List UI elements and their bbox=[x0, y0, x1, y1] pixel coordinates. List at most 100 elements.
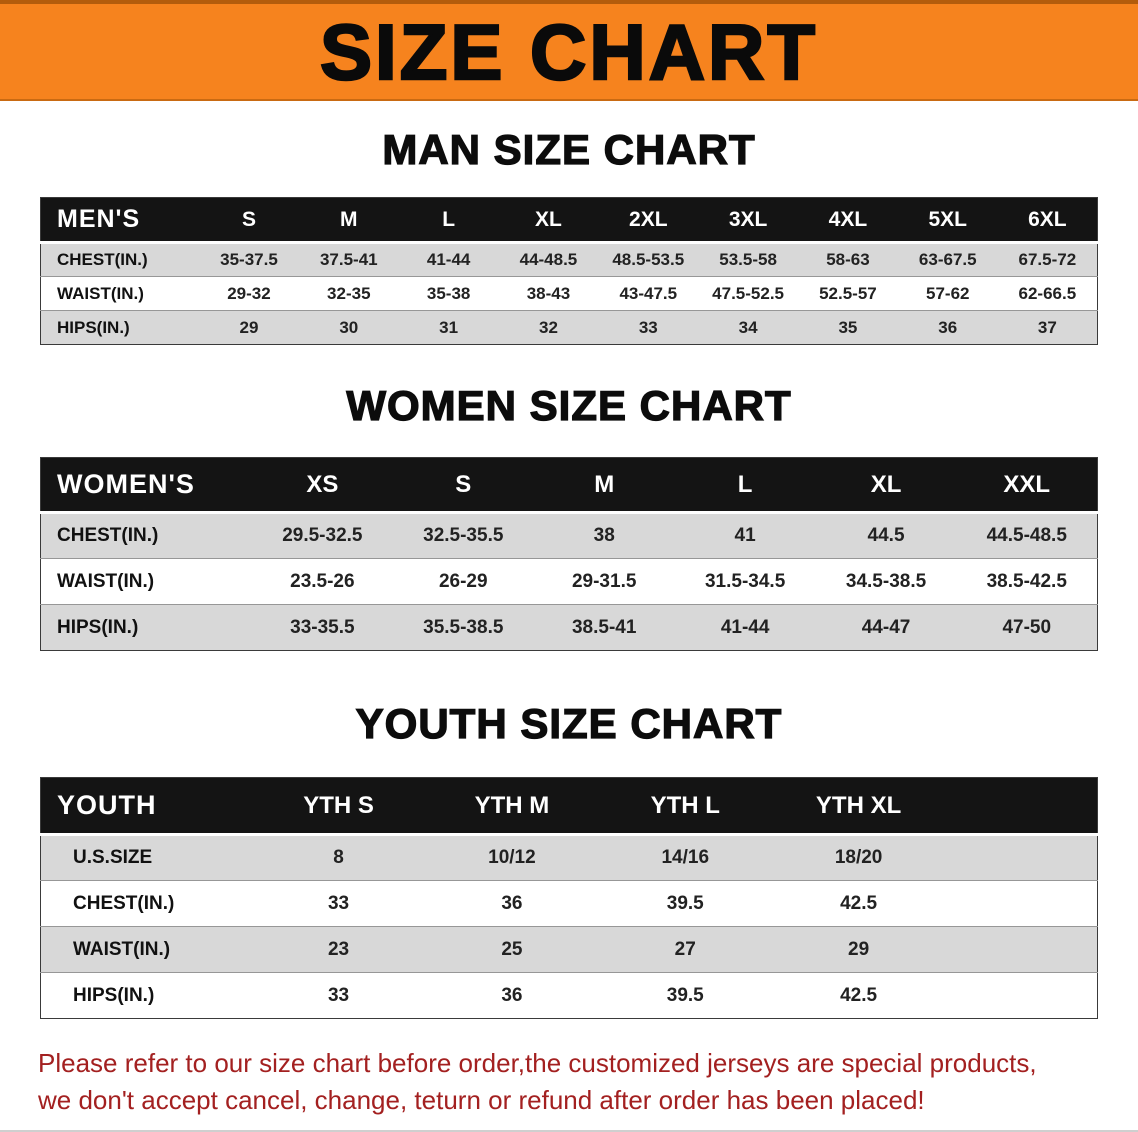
size-column-header: 2XL bbox=[598, 197, 699, 244]
header-row: YOUTH YTH S YTH M YTH L YTH XL bbox=[40, 777, 1098, 836]
size-value-cell: 36 bbox=[938, 317, 958, 337]
header-row: MEN'S S M L XL 2XL 3XL 4XL 5XL 6XL bbox=[40, 197, 1098, 244]
size-value-cell: 14/16 bbox=[661, 847, 710, 868]
women-size-chart-heading: WOMEN SIZE CHART bbox=[346, 381, 792, 429]
size-value-cell: 39.5 bbox=[666, 984, 704, 1006]
size-value-cell: 62-66.5 bbox=[1018, 283, 1077, 303]
row-label: CHEST(IN.) bbox=[73, 892, 175, 914]
measurement-row: WAIST(IN.) 23 25 27 29 bbox=[40, 926, 1098, 973]
size-column-header: 6XL bbox=[997, 197, 1098, 244]
size-value-cell: 32.5-35.5 bbox=[423, 525, 504, 546]
size-column-header: YTH XL bbox=[771, 777, 946, 836]
measurement-row: HIPS(IN.) 29 30 31 32 33 34 35 36 37 bbox=[40, 310, 1098, 345]
size-value-cell: 25 bbox=[501, 938, 523, 960]
size-value-cell: 37 bbox=[1037, 317, 1057, 337]
size-value-cell: 30 bbox=[339, 317, 359, 337]
size-value-cell: 10/12 bbox=[488, 847, 536, 868]
size-value-cell: 33 bbox=[327, 984, 350, 1006]
women-size-section: WOMEN SIZE CHART WOMEN'S XS S M L XL XXL CHEST(… bbox=[0, 381, 1138, 651]
size-chart-title: SIZE CHART bbox=[319, 7, 818, 96]
disclaimer: Please refer to our size chart before or… bbox=[38, 1045, 1100, 1119]
size-column-header: 5XL bbox=[897, 197, 998, 244]
size-value-cell: 31 bbox=[439, 317, 459, 337]
blank-cell bbox=[945, 881, 1097, 927]
size-chart-banner: SIZE CHART bbox=[0, 0, 1138, 101]
size-value-cell: 47.5-52.5 bbox=[712, 283, 785, 303]
disclaimer-line: we don't accept cancel, change, teturn o… bbox=[38, 1084, 925, 1115]
size-value-cell: 35 bbox=[838, 317, 858, 337]
measurement-row: CHEST(IN.) 29.5-32.5 32.5-35.5 38 41 44.5 44.5… bbox=[40, 512, 1098, 559]
size-chart-content: MAN SIZE CHART MEN'S S M L XL 2XL 3XL 4XL 5XL 6XL… bbox=[0, 125, 1138, 1119]
measurement-row: CHEST(IN.) 33 36 39.5 42.5 bbox=[40, 880, 1098, 927]
measurement-row: HIPS(IN.) 33 36 39.5 42.5 bbox=[40, 972, 1098, 1019]
size-value-cell: 36 bbox=[501, 984, 523, 1006]
measurement-row: WAIST(IN.) 23.5-26 26-29 29-31.5 31.5-34.5 34… bbox=[40, 558, 1098, 605]
size-column-header: YTH L bbox=[598, 777, 772, 836]
size-value-cell: 8 bbox=[333, 847, 344, 868]
row-label: WAIST(IN.) bbox=[73, 938, 171, 960]
measurement-row: CHEST(IN.) 35-37.5 37.5-41 41-44 44-48.5 48.5… bbox=[40, 242, 1098, 277]
size-value-cell: 23 bbox=[327, 938, 350, 960]
size-value-cell: 43-47.5 bbox=[619, 283, 678, 303]
size-value-cell: 26-29 bbox=[438, 570, 488, 592]
size-value-cell: 53.5-58 bbox=[719, 250, 777, 269]
size-value-cell: 52.5-57 bbox=[819, 283, 877, 303]
size-value-cell: 57-62 bbox=[926, 283, 970, 303]
size-value-cell: 34 bbox=[738, 317, 758, 337]
table-title-cell: YOUTH bbox=[40, 777, 252, 836]
men-size-table: MEN'S S M L XL 2XL 3XL 4XL 5XL 6XL CHEST(IN.) 35-37… bbox=[40, 197, 1098, 345]
size-value-cell: 35-37.5 bbox=[220, 250, 278, 269]
blank-header-cell bbox=[945, 777, 1098, 836]
size-value-cell: 44.5 bbox=[867, 525, 905, 546]
image-bottom-edge bbox=[0, 1130, 1138, 1132]
row-label: HIPS(IN.) bbox=[73, 984, 155, 1006]
header-row: WOMEN'S XS S M L XL XXL bbox=[40, 457, 1098, 514]
row-label: HIPS(IN.) bbox=[57, 317, 130, 337]
size-value-cell: 29.5-32.5 bbox=[282, 525, 363, 546]
youth-size-chart-heading: YOUTH SIZE CHART bbox=[355, 699, 783, 747]
size-value-cell: 36 bbox=[501, 892, 523, 914]
size-value-cell: 44-47 bbox=[861, 616, 911, 638]
size-column-header: 4XL bbox=[798, 197, 898, 244]
size-value-cell: 35.5-38.5 bbox=[423, 616, 504, 638]
size-value-cell: 35-38 bbox=[426, 283, 471, 303]
measurement-row: U.S.SIZE 8 10/12 14/16 18/20 bbox=[40, 834, 1098, 881]
size-value-cell: 44.5-48.5 bbox=[986, 525, 1067, 546]
measurement-row: HIPS(IN.) 33-35.5 35.5-38.5 38.5-41 41-44 44-… bbox=[40, 604, 1098, 651]
size-column-header: YTH M bbox=[425, 777, 599, 836]
size-value-cell: 58-63 bbox=[826, 250, 870, 269]
size-value-cell: 37.5-41 bbox=[319, 250, 378, 269]
table-title-cell: MEN'S bbox=[40, 197, 200, 244]
size-value-cell: 38-43 bbox=[526, 283, 571, 303]
size-value-cell: 33-35.5 bbox=[290, 616, 355, 638]
youth-size-table: YOUTH YTH S YTH M YTH L YTH XL U.S.SIZE 8 10/12… bbox=[40, 777, 1098, 1019]
women-size-table: WOMEN'S XS S M L XL XXL CHEST(IN.) 29.5-32.5 32.5… bbox=[40, 457, 1098, 651]
size-value-cell: 44-48.5 bbox=[519, 250, 578, 269]
blank-cell bbox=[945, 835, 1097, 881]
size-column-header: XS bbox=[251, 457, 393, 514]
size-column-header: YTH S bbox=[251, 777, 426, 836]
size-column-header: M bbox=[533, 457, 675, 514]
size-column-header: S bbox=[392, 457, 534, 514]
size-column-header: XL bbox=[498, 197, 599, 244]
measurement-row: WAIST(IN.) 29-32 32-35 35-38 38-43 43-47.5 47.… bbox=[40, 276, 1098, 311]
size-value-cell: 23.5-26 bbox=[290, 570, 355, 592]
size-value-cell: 27 bbox=[674, 938, 696, 960]
disclaimer-line: Please refer to our size chart before or… bbox=[38, 1048, 1037, 1078]
size-value-cell: 29 bbox=[848, 938, 870, 960]
size-value-cell: 32-35 bbox=[327, 283, 371, 303]
size-column-header: XXL bbox=[956, 457, 1098, 514]
size-value-cell: 33 bbox=[638, 317, 658, 337]
size-value-cell: 18/20 bbox=[834, 847, 883, 868]
size-column-header: M bbox=[298, 197, 399, 244]
size-column-header: L bbox=[674, 457, 816, 514]
men-size-chart-heading: MAN SIZE CHART bbox=[382, 125, 756, 173]
men-size-section: MAN SIZE CHART MEN'S S M L XL 2XL 3XL 4XL 5XL 6XL… bbox=[0, 125, 1138, 345]
youth-size-section: YOUTH SIZE CHART YOUTH YTH S YTH M YTH L YTH… bbox=[0, 699, 1138, 1019]
size-value-cell: 29-31.5 bbox=[571, 570, 637, 592]
size-value-cell: 42.5 bbox=[840, 984, 878, 1006]
row-label: CHEST(IN.) bbox=[57, 525, 159, 546]
size-value-cell: 42.5 bbox=[840, 892, 878, 914]
row-label: WAIST(IN.) bbox=[57, 570, 155, 592]
blank-cell bbox=[945, 927, 1097, 973]
